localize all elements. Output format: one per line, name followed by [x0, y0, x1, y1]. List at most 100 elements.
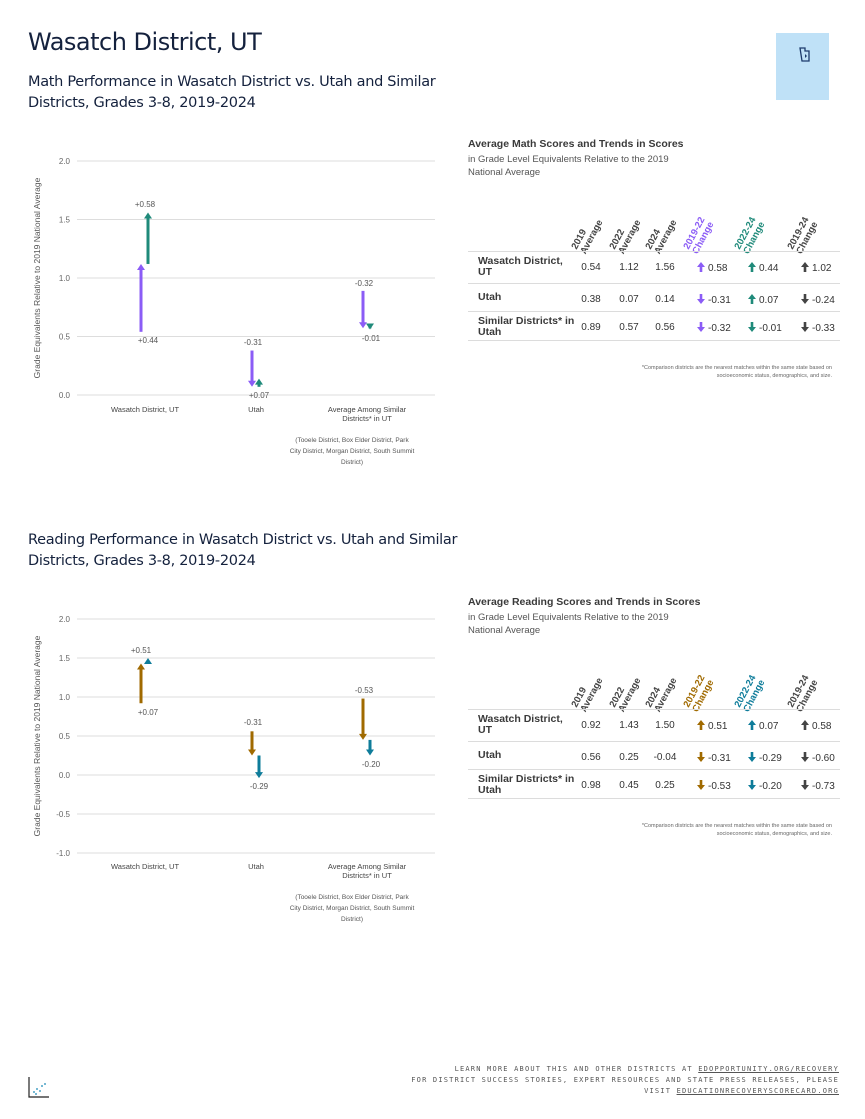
y-tick-label: 0.5 — [59, 333, 71, 342]
table-cell: 1.50 — [655, 720, 675, 731]
table-change-cell: -0.32 — [697, 322, 731, 334]
data-label: -0.31 — [244, 718, 263, 727]
reading-table-subtitle: in Grade Level Equivalents Relative to t… — [468, 612, 669, 636]
table-row-label: Similar Districts* in Utah — [478, 773, 575, 796]
table-row-label: Utah — [478, 749, 502, 761]
y-tick-label: -1.0 — [56, 849, 70, 858]
category-note: (Tooele District, Box Elder District, Pa… — [295, 894, 409, 901]
table-cell: -0.04 — [653, 752, 677, 763]
data-label: +0.07 — [138, 708, 159, 717]
table-change-cell: -0.01 — [748, 322, 782, 334]
y-tick-label: 2.0 — [59, 615, 71, 624]
row-divider — [468, 251, 840, 252]
footer-line-3: VISIT EDUCATIONRECOVERYSCORECARD.ORG — [644, 1087, 839, 1095]
table-change-cell: -0.73 — [801, 780, 835, 792]
scorecard-link[interactable]: EDUCATIONRECOVERYSCORECARD.ORG — [676, 1087, 839, 1095]
arrow-up-icon — [697, 262, 705, 272]
arrow-2022-24-head — [144, 212, 152, 219]
arrow-up-icon — [748, 262, 756, 272]
y-axis-label: Grade Equivalents Relative to 2019 Natio… — [32, 635, 42, 836]
change-value: -0.29 — [759, 753, 782, 764]
arrow-down-icon — [697, 322, 705, 332]
table-change-cell: -0.24 — [801, 294, 835, 306]
arrow-down-icon — [748, 780, 756, 790]
logo-icon — [28, 1077, 49, 1098]
change-value: 0.58 — [708, 263, 728, 274]
table-cell: 0.56 — [655, 322, 675, 333]
reading-section-title: Reading Performance in Wasatch District … — [28, 532, 458, 569]
table-change-cell: -0.31 — [697, 752, 731, 764]
arrow-2019-22-head — [359, 733, 367, 740]
y-tick-label: 2.0 — [59, 157, 71, 166]
y-tick-label: 1.5 — [59, 216, 71, 225]
table-change-cell: -0.60 — [801, 752, 835, 764]
table-change-cell: -0.53 — [697, 780, 731, 792]
table-cell: 1.12 — [619, 262, 639, 273]
change-value: -0.73 — [812, 781, 835, 792]
table-change-cell: 0.58 — [697, 262, 727, 274]
math-table-title: Average Math Scores and Trends in Scores — [468, 138, 684, 150]
arrow-2022-24-head — [255, 378, 263, 385]
table-cell: 1.43 — [619, 720, 639, 731]
arrow-down-icon — [801, 780, 809, 790]
data-label: -0.32 — [355, 279, 374, 288]
arrow-down-icon — [801, 294, 809, 304]
y-tick-label: 1.5 — [59, 654, 71, 663]
arrow-up-icon — [801, 262, 809, 272]
change-value: -0.53 — [708, 781, 731, 792]
table-change-cell: 0.07 — [748, 294, 778, 306]
arrow-up-icon — [801, 720, 809, 730]
change-value: 0.44 — [759, 263, 779, 274]
data-label: -0.53 — [355, 686, 374, 695]
x-tick-label: Districts* in UT — [342, 414, 392, 423]
arrow-down-icon — [697, 294, 705, 304]
table-change-cell: -0.29 — [748, 752, 782, 764]
arrow-down-icon — [801, 752, 809, 762]
change-value: -0.01 — [759, 323, 782, 334]
category-note: District) — [341, 916, 363, 923]
arrow-down-icon — [748, 322, 756, 332]
arrow-up-icon — [697, 720, 705, 730]
edopportunity-link[interactable]: EDOPPORTUNITY.ORG/RECOVERY — [698, 1065, 839, 1073]
table-cell: 0.57 — [619, 322, 639, 333]
table-change-cell: 0.44 — [748, 262, 778, 274]
arrow-2022-24-head — [255, 772, 263, 779]
x-tick-label: Utah — [248, 862, 264, 871]
table-cell: 0.92 — [581, 720, 601, 731]
table-cell: 0.54 — [581, 262, 601, 273]
row-divider — [468, 311, 840, 312]
footer-text: LEARN MORE ABOUT THIS AND OTHER DISTRICT… — [454, 1065, 699, 1073]
row-divider — [468, 769, 840, 770]
row-divider — [468, 798, 840, 799]
arrow-down-icon — [748, 752, 756, 762]
arrow-down-icon — [697, 780, 705, 790]
footer-line-2: FOR DISTRICT SUCCESS STORIES, EXPERT RES… — [411, 1076, 839, 1084]
reading-table-note: *Comparison districts are the nearest ma… — [641, 823, 832, 837]
table-row-label: Wasatch District, UT — [478, 255, 563, 278]
table-cell: 0.25 — [619, 752, 639, 763]
table-row-label: Wasatch District, UT — [478, 713, 563, 736]
x-tick-label: Average Among Similar — [328, 862, 407, 871]
arrow-2019-22-head — [137, 663, 145, 670]
arrow-2022-24-head — [366, 749, 374, 756]
state-map — [776, 33, 829, 100]
arrow-down-icon — [801, 322, 809, 332]
math-section-title: Math Performance in Wasatch District vs.… — [28, 74, 436, 111]
table-change-cell: 0.07 — [748, 720, 778, 732]
table-change-cell: -0.33 — [801, 322, 835, 334]
x-tick-label: Wasatch District, UT — [111, 862, 179, 871]
change-value: -0.60 — [812, 753, 835, 764]
table-cell: 0.25 — [655, 780, 675, 791]
change-value: 0.07 — [759, 721, 779, 732]
reading-table-title: Average Reading Scores and Trends in Sco… — [468, 596, 701, 608]
y-tick-label: 1.0 — [59, 274, 71, 283]
footer-text: VISIT — [644, 1087, 677, 1095]
x-tick-label: Wasatch District, UT — [111, 405, 179, 414]
table-cell: 0.07 — [619, 294, 639, 305]
table-cell: 0.89 — [581, 322, 601, 333]
x-tick-label: Average Among Similar — [328, 405, 407, 414]
table-change-cell: 1.02 — [801, 262, 831, 274]
arrow-2019-22-head — [137, 263, 145, 270]
change-value: 0.58 — [812, 721, 832, 732]
